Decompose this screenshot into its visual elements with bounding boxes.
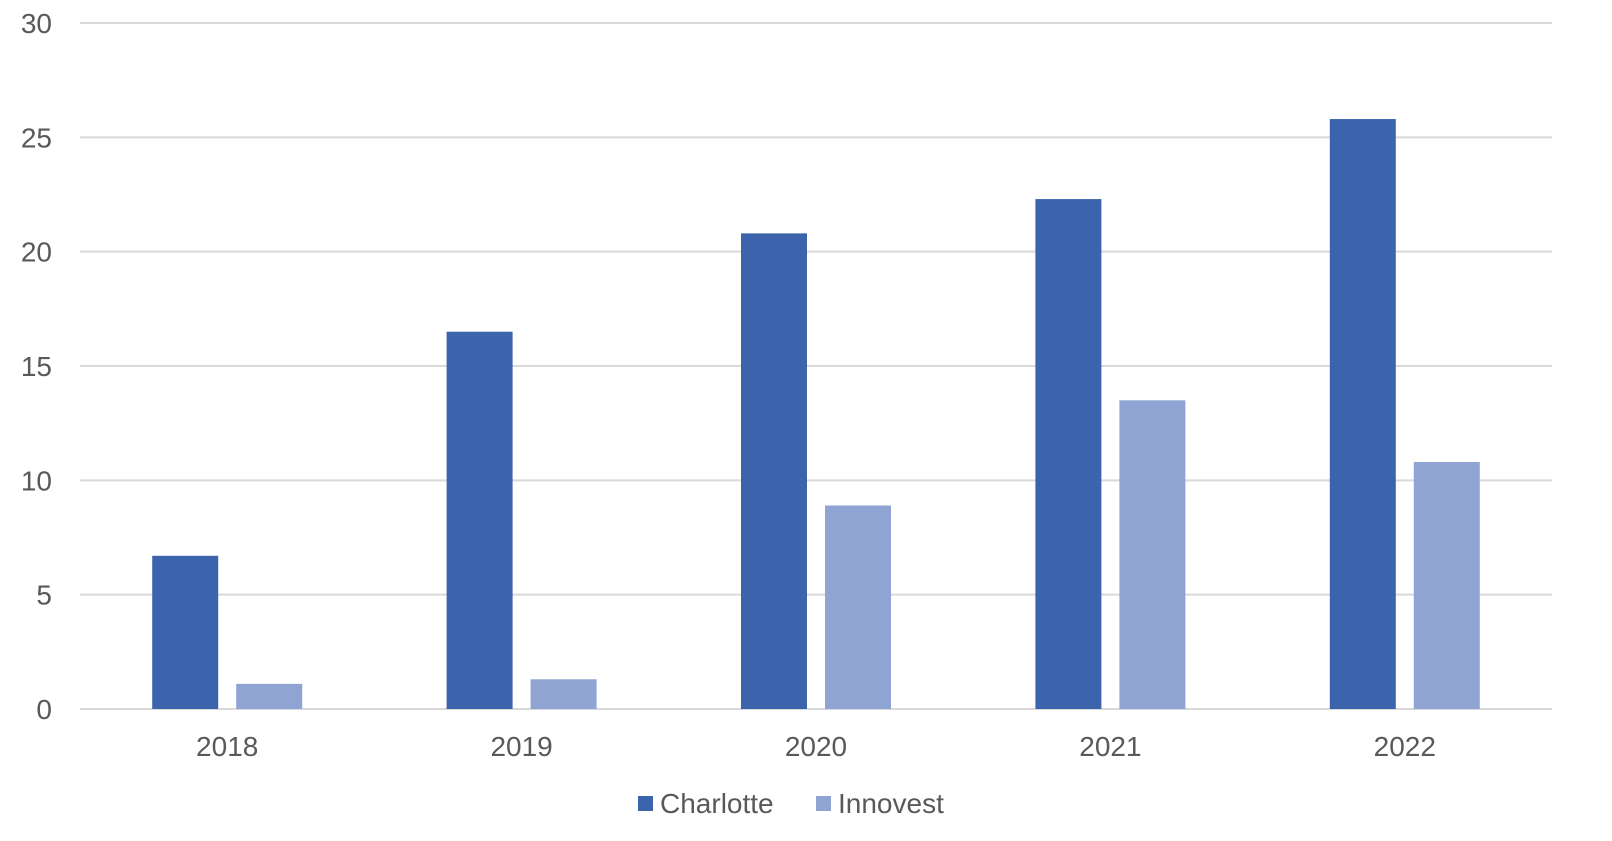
- x-tick-label: 2019: [490, 731, 552, 762]
- bar-innovest-2020: [825, 505, 891, 709]
- legend-label-charlotte: Charlotte: [660, 788, 774, 819]
- x-tick-label: 2022: [1374, 731, 1436, 762]
- bar-charlotte-2021: [1035, 199, 1102, 709]
- bars: [152, 119, 1480, 710]
- bar-innovest-2019: [530, 679, 597, 709]
- y-axis-tick-labels: 0 5 10 15 20 25 30: [21, 8, 52, 725]
- y-tick-label: 10: [21, 465, 52, 496]
- bar-innovest-2021: [1119, 400, 1186, 709]
- x-tick-label: 2020: [785, 731, 847, 762]
- legend: Charlotte Innovest: [638, 788, 944, 819]
- bar-innovest-2018: [236, 683, 303, 709]
- x-tick-label: 2021: [1079, 731, 1141, 762]
- y-tick-label: 20: [21, 237, 52, 268]
- y-tick-label: 5: [36, 580, 52, 611]
- gridlines: [80, 22, 1552, 710]
- bar-charlotte-2020: [741, 233, 807, 709]
- y-tick-label: 30: [21, 8, 52, 39]
- x-axis-tick-labels: 2018 2019 2020 2021 2022: [196, 731, 1436, 762]
- y-tick-label: 15: [21, 351, 52, 382]
- legend-label-innovest: Innovest: [838, 788, 944, 819]
- bar-charlotte-2022: [1329, 119, 1396, 710]
- bar-charlotte-2018: [152, 555, 219, 709]
- x-tick-label: 2018: [196, 731, 258, 762]
- bar-innovest-2022: [1413, 462, 1480, 709]
- legend-swatch-charlotte: [638, 796, 653, 811]
- y-tick-label: 0: [36, 694, 52, 725]
- y-tick-label: 25: [21, 122, 52, 153]
- legend-swatch-innovest: [816, 796, 831, 811]
- bar-charlotte-2019: [446, 331, 513, 709]
